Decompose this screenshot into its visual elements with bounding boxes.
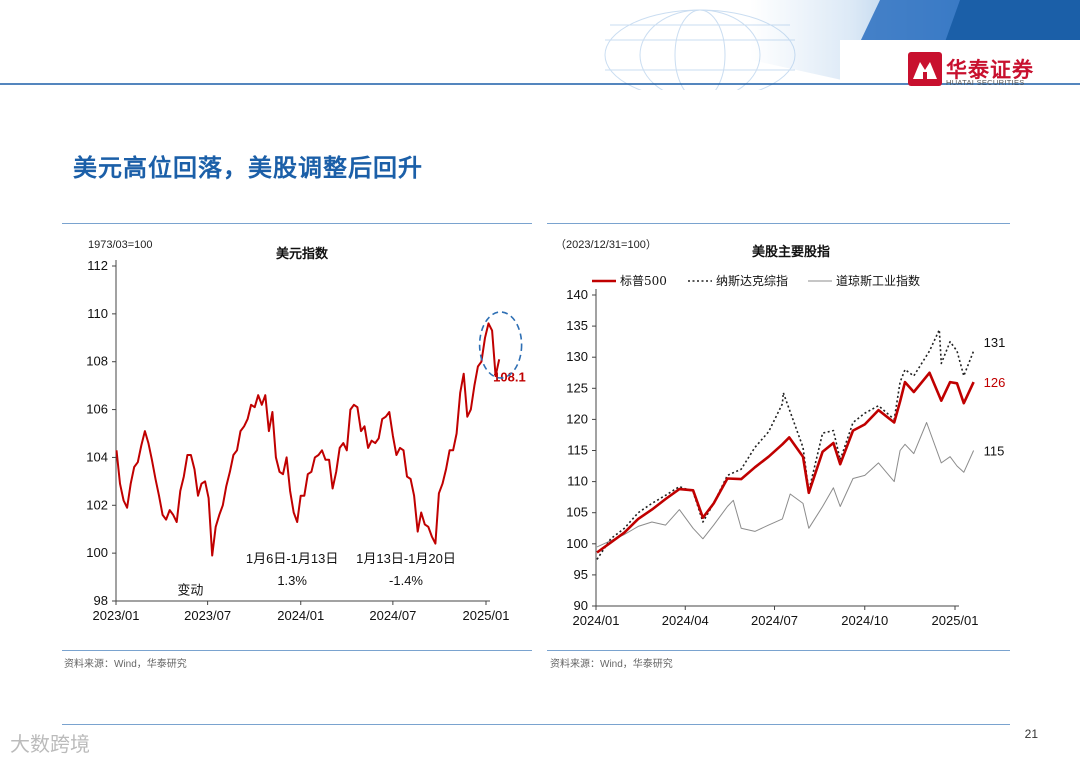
y-tick-label: 120 — [566, 411, 588, 426]
series-end-label: 115 — [984, 444, 1005, 459]
legend-label: 标普500 — [620, 274, 667, 288]
series-line-0 — [115, 322, 501, 557]
annotation-text: 1月6日-1月13日 — [246, 551, 338, 566]
panel-left-bottom-rule — [62, 650, 532, 651]
unit-note: （2023/12/31=100） — [555, 238, 657, 251]
footer-rule — [62, 724, 1010, 725]
x-tick-label: 2024/01 — [573, 613, 620, 628]
logo-text: 华泰证券 — [946, 59, 1034, 82]
x-tick-label: 2024/01 — [277, 608, 324, 623]
x-tick-label: 2024/07 — [369, 608, 416, 623]
y-tick-label: 108 — [86, 354, 108, 369]
x-tick-label: 2024/07 — [751, 613, 798, 628]
end-value-label: 108.1 — [493, 369, 526, 384]
chart-us-equity-indices: （2023/12/31=100） 美股主要股指 90 95 100 105 110 115 12… — [555, 238, 1006, 628]
logo-subtitle: HUATAI SECURITIES — [946, 78, 1025, 87]
y-tick-label: 106 — [86, 402, 108, 417]
legend-label: 道琼斯工业指数 — [836, 273, 920, 288]
y-tick-label: 110 — [567, 474, 588, 489]
x-tick-label: 2025/01 — [463, 608, 510, 623]
y-tick-label: 104 — [86, 449, 108, 464]
chart-title: 美股主要股指 — [752, 244, 830, 260]
x-tick-label: 2025/01 — [932, 613, 979, 628]
annotation-text: 1.3% — [277, 573, 307, 588]
panel-right-top-rule — [547, 223, 1010, 224]
y-tick-label: 135 — [566, 318, 588, 333]
annotation-text: 变动 — [177, 582, 203, 597]
source-note-right: 资料来源：Wind，华泰研究 — [550, 659, 673, 670]
y-tick-label: 98 — [94, 593, 108, 608]
highlight-ellipse — [478, 311, 523, 379]
y-tick-label: 115 — [567, 443, 588, 458]
series-end-label: 126 — [984, 375, 1006, 390]
y-tick-label: 100 — [86, 545, 108, 560]
unit-note: 1973/03=100 — [88, 239, 153, 251]
legend-label: 纳斯达克综指 — [716, 273, 788, 288]
annotation-text: -1.4% — [389, 573, 423, 588]
y-tick-label: 112 — [87, 258, 108, 273]
source-note-left: 资料来源：Wind，华泰研究 — [64, 659, 187, 670]
y-tick-label: 105 — [566, 505, 588, 520]
panel-right-bottom-rule — [547, 650, 1010, 651]
slide-title: 美元高位回落，美股调整后回升 — [73, 153, 423, 182]
x-tick-label: 2023/01 — [93, 608, 140, 623]
y-tick-label: 110 — [87, 306, 108, 321]
chart-dollar-index: 1973/03=100 美元指数 98 100 102 104 106 108 110 112 20… — [86, 239, 526, 623]
page-number: 21 — [1024, 727, 1038, 741]
y-tick-label: 90 — [574, 598, 588, 613]
y-tick-label: 100 — [566, 536, 588, 551]
globe-graphic — [604, 9, 796, 90]
y-tick-label: 130 — [566, 349, 588, 364]
series-line-0 — [596, 371, 975, 554]
y-tick-label: 95 — [574, 567, 588, 582]
x-tick-label: 2024/10 — [841, 613, 888, 628]
x-tick-label: 2023/07 — [184, 608, 231, 623]
annotation-text: 1月13日-1月20日 — [356, 551, 456, 566]
chart-title: 美元指数 — [276, 246, 329, 262]
y-tick-label: 125 — [566, 380, 588, 395]
series-line-2 — [596, 422, 975, 548]
x-tick-label: 2024/04 — [662, 613, 709, 628]
watermark-text: 大数跨境 — [10, 734, 90, 756]
y-tick-label: 102 — [86, 497, 108, 512]
logo-icon — [908, 52, 942, 86]
series-end-label: 131 — [984, 335, 1006, 350]
series-line-1 — [596, 329, 975, 560]
panel-left-top-rule — [62, 223, 532, 224]
y-tick-label: 140 — [566, 287, 588, 302]
